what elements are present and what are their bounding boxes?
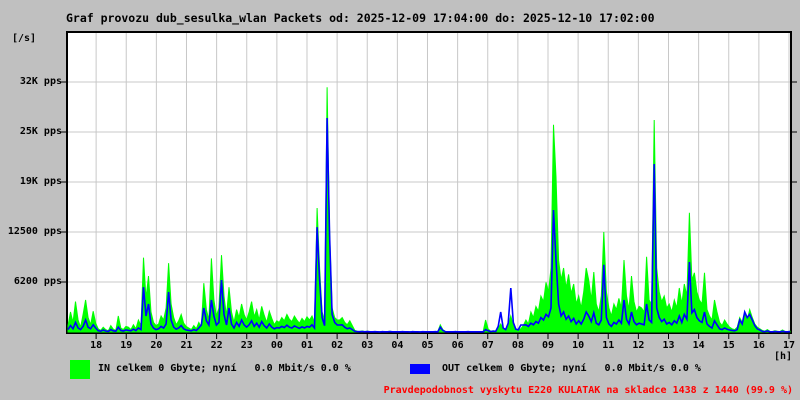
y-tick-label: 25K pps [19,126,62,137]
x-tick-label: 10 [572,340,585,351]
x-tick-label: 17 [782,340,795,351]
x-tick-label: 03 [361,340,374,351]
x-tick-label: 19 [120,340,133,351]
y-tick-label: 19K pps [19,176,62,187]
x-tick-label: 20 [150,340,163,351]
in-legend-label: IN celkem 0 Gbyte; nyní 0.0 Mbit/s 0.0 % [98,363,351,374]
x-tick-label: 06 [451,340,464,351]
out-legend-label: OUT celkem 0 Gbyte; nyní 0.0 Mbit/s 0.0 … [442,363,701,374]
x-tick-label: 04 [391,340,404,351]
y-axis-unit-label: [/s] [12,33,37,44]
x-tick-label: 13 [662,340,675,351]
chart-title: Graf provozu dub_sesulka_wlan Packets od… [66,11,655,25]
x-tick-label: 12 [632,340,645,351]
y-tick-label: 12500 pps [7,226,62,237]
out-legend-swatch [410,364,430,374]
y-tick-label: 32K pps [19,76,62,87]
x-tick-label: 16 [752,340,765,351]
x-tick-label: 00 [270,340,283,351]
x-tick-label: 02 [331,340,344,351]
x-tick-label: 22 [210,340,223,351]
x-tick-label: 07 [481,340,494,351]
x-tick-label: 21 [180,340,193,351]
x-tick-label: 08 [511,340,524,351]
x-tick-label: 01 [300,340,313,351]
x-tick-label: 15 [722,340,735,351]
x-tick-label: 11 [602,340,615,351]
out-series-line [67,117,791,333]
x-axis-unit-label: [h] [773,351,792,362]
probability-footer-text: Pravdepodobnost vyskytu E220 KULATAK na … [383,385,793,396]
y-tick-label: 6200 pps [13,276,62,287]
x-tick-label: 14 [692,340,705,351]
in-legend-swatch [70,360,90,379]
x-tick-label: 09 [541,340,554,351]
x-tick-label: 23 [240,340,253,351]
x-tick-label: 18 [90,340,103,351]
x-tick-label: 05 [421,340,434,351]
